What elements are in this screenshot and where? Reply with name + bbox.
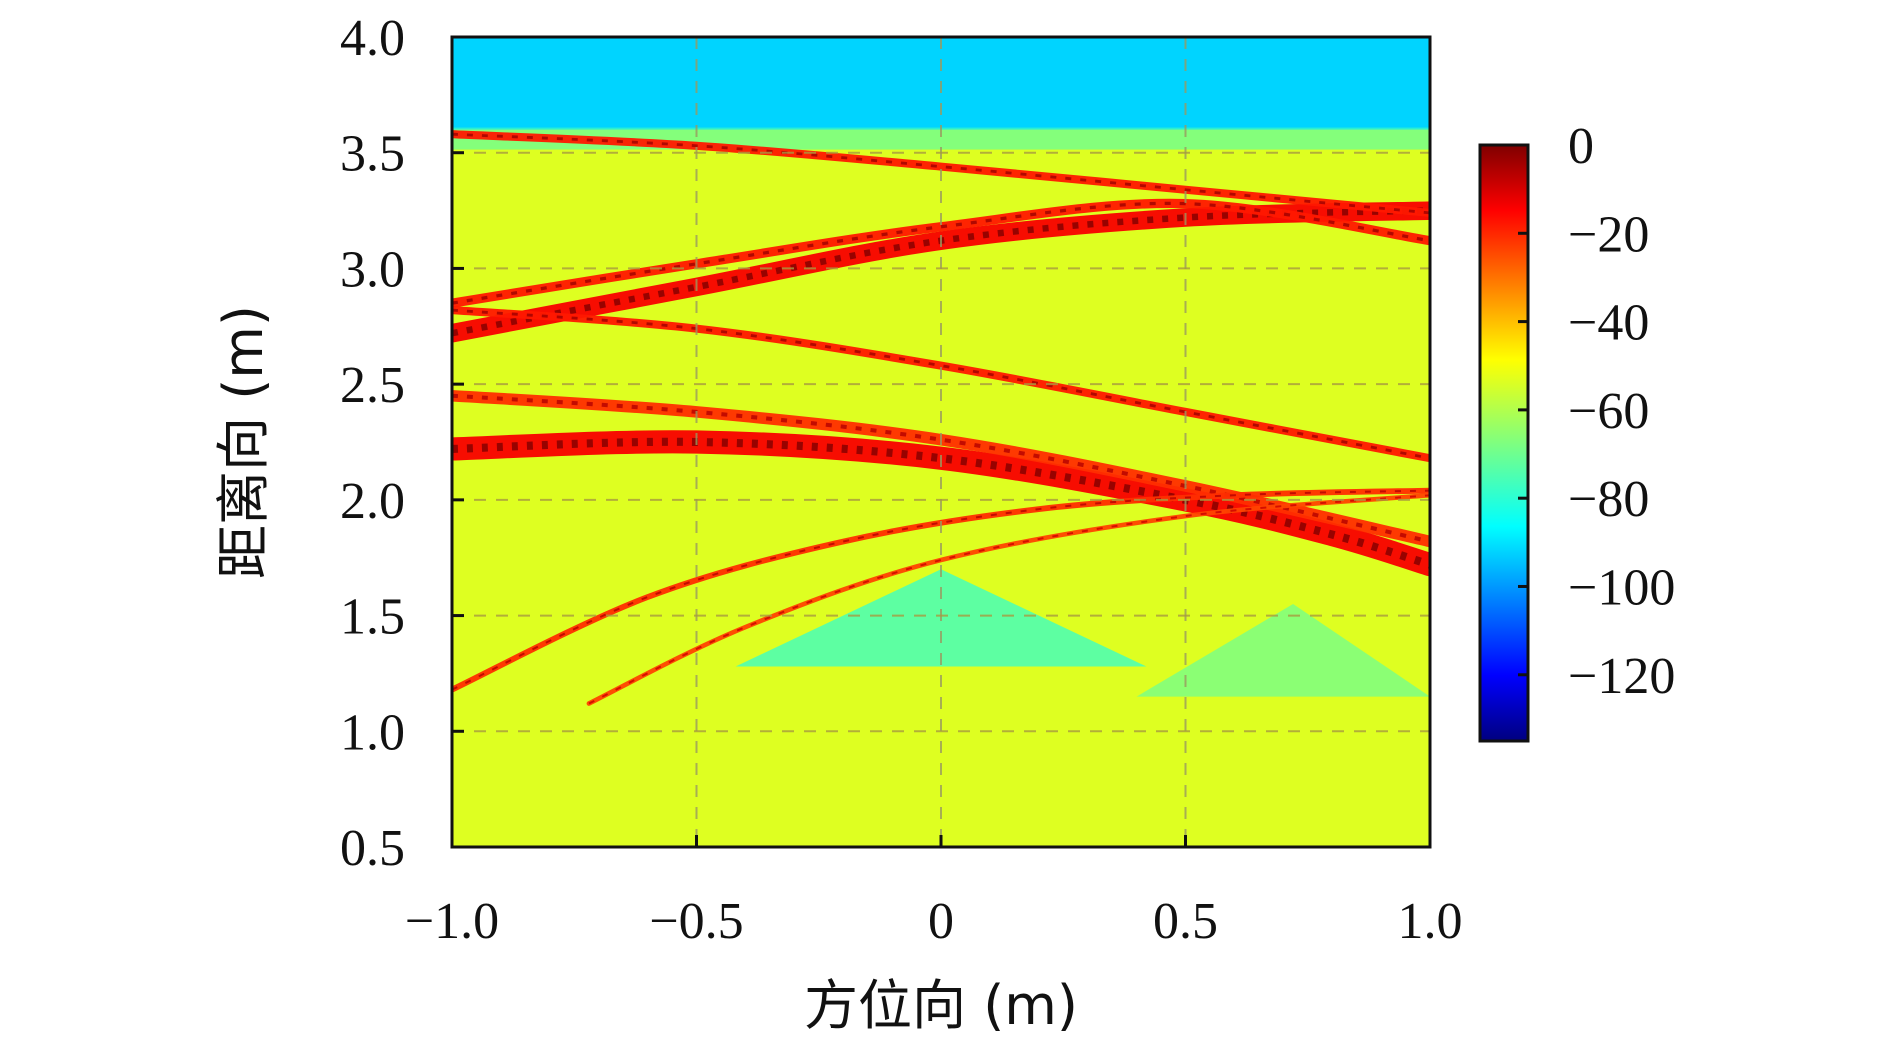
colorbar: 0 −20 −40 −60 −80 −100 −120 (1478, 118, 1675, 743)
y-axis-label: 距离向 (m) (212, 305, 275, 579)
grid-lines (452, 37, 1430, 847)
y-tick-label: 0.5 (340, 820, 405, 877)
y-tick-label: 1.5 (340, 589, 405, 646)
y-tick-label: 3.0 (340, 241, 405, 298)
colorbar-gradient (1478, 143, 1530, 743)
y-axis: 0.5 1.0 1.5 2.0 2.5 3.0 3.5 4.0 (340, 10, 464, 877)
colorbar-tick-label: −120 (1568, 648, 1675, 705)
colorbar-ticks: 0 −20 −40 −60 −80 −100 −120 (1518, 118, 1675, 705)
strong-curve-speckle (452, 308, 1430, 460)
x-tick-label: −1.0 (405, 893, 499, 950)
colorbar-tick-label: −80 (1568, 471, 1649, 528)
x-axis: −1.0 −0.5 0 0.5 1.0 (405, 835, 1463, 950)
x-tick-label: 0 (928, 893, 954, 950)
x-axis-label: 方位向 (m) (804, 974, 1078, 1037)
y-tick-label: 2.0 (340, 473, 405, 530)
strong-curve (452, 130, 1430, 217)
colorbar-tick-label: −20 (1568, 206, 1649, 263)
y-tick-label: 2.5 (340, 357, 405, 414)
strong-curve-speckle (452, 489, 1430, 691)
weak-triangle (1136, 604, 1430, 697)
y-tick-label: 4.0 (340, 10, 405, 67)
x-tick-label: −0.5 (649, 893, 743, 950)
colorbar-tick-label: 0 (1568, 118, 1594, 175)
y-tick-label: 3.5 (340, 126, 405, 183)
strong-curve-speckle (588, 494, 1430, 705)
strong-curve-speckle (452, 437, 1430, 569)
colorbar-tick-label: −40 (1568, 295, 1649, 352)
x-tick-label: 1.0 (1398, 893, 1463, 950)
x-tick-label: 0.5 (1153, 893, 1218, 950)
colorbar-tick-label: −60 (1568, 383, 1649, 440)
strong-curve-speckle (452, 201, 1430, 305)
colorbar-tick-label: −100 (1568, 559, 1675, 616)
strong-curve-speckle (452, 393, 1430, 544)
plot-area (452, 37, 1430, 847)
y-tick-label: 1.0 (340, 704, 405, 761)
